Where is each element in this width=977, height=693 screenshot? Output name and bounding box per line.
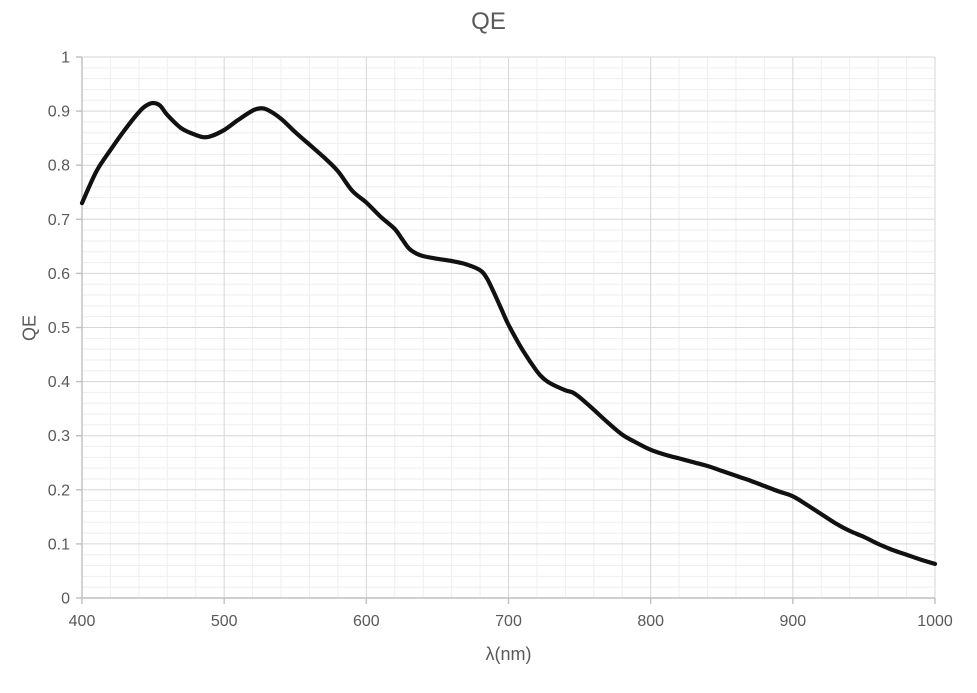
- y-axis-title: QE: [19, 314, 40, 342]
- y-tick-label: 0.8: [48, 158, 70, 175]
- x-tick-label: 1000: [917, 613, 953, 630]
- y-tick-label: 1: [61, 50, 70, 67]
- x-tick-label: 900: [779, 613, 806, 630]
- y-tick-label: 0.4: [48, 374, 70, 391]
- y-tick-label: 0.1: [48, 536, 70, 553]
- y-tick-label: 0.6: [48, 266, 70, 283]
- x-tick-label: 700: [495, 613, 522, 630]
- x-tick-label: 500: [211, 613, 238, 630]
- chart-title: QE: [471, 8, 506, 35]
- x-tick-label: 400: [69, 613, 96, 630]
- y-tick-label: 0.2: [48, 482, 70, 499]
- y-tick-label: 0.9: [48, 104, 70, 121]
- x-tick-label: 800: [637, 613, 664, 630]
- y-tick-label: 0: [61, 591, 70, 608]
- y-tick-label: 0.5: [48, 320, 70, 337]
- x-axis-title: λ(nm): [485, 644, 532, 664]
- y-tick-label: 0.7: [48, 212, 70, 229]
- qe-curve: [79, 100, 938, 566]
- x-tick-label: 600: [353, 613, 380, 630]
- y-tick-label: 0.3: [48, 428, 70, 445]
